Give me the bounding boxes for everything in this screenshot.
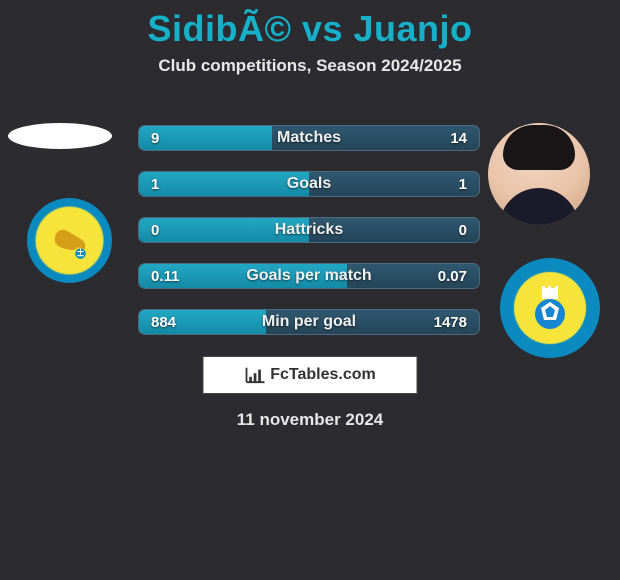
stat-value-right: 0.07: [438, 268, 467, 285]
stat-value-right: 0: [459, 222, 467, 239]
brand-badge[interactable]: FcTables.com: [203, 356, 418, 394]
stat-label: Hattricks: [139, 221, 479, 239]
stat-bars: 9Matches14 1Goals1 0Hattricks0 0.11Goals pe…: [138, 125, 480, 355]
brand-text: FcTables.com: [270, 366, 376, 384]
chart-icon: [244, 366, 266, 384]
stat-label: Goals per match: [139, 267, 479, 285]
stat-label: Min per goal: [139, 313, 479, 331]
castle-ball-icon: [524, 282, 576, 334]
club-right-crest: [500, 258, 600, 358]
stat-label: Matches: [139, 129, 479, 147]
club-left-crest: [27, 198, 112, 283]
stat-value-right: 1478: [434, 314, 467, 331]
stat-row: 0Hattricks0: [138, 217, 480, 243]
page-title: SidibÃ© vs Juanjo: [0, 0, 620, 50]
bull-icon: [49, 220, 91, 262]
player-left-avatar: [8, 123, 112, 149]
stat-row: 884Min per goal1478: [138, 309, 480, 335]
player-right-avatar: [488, 123, 590, 225]
stat-label: Goals: [139, 175, 479, 193]
subtitle: Club competitions, Season 2024/2025: [0, 56, 620, 76]
stat-value-right: 1: [459, 176, 467, 193]
stat-value-right: 14: [450, 130, 467, 147]
stat-row: 1Goals1: [138, 171, 480, 197]
stat-row: 0.11Goals per match0.07: [138, 263, 480, 289]
footer-date: 11 november 2024: [0, 410, 620, 430]
stat-row: 9Matches14: [138, 125, 480, 151]
